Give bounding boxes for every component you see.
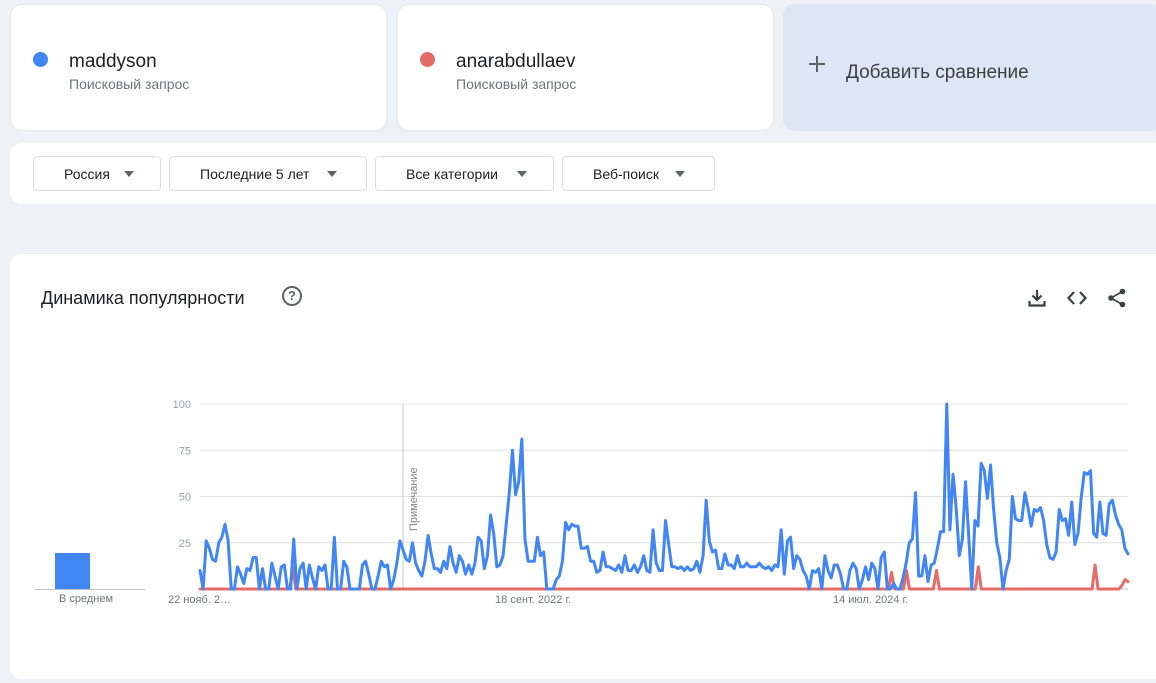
filter-bar: Россия Последние 5 лет Все категории Веб…: [10, 143, 1156, 204]
x-tick-label: 18 сент. 2022 г.: [495, 594, 571, 606]
series-color-dot: [33, 52, 48, 67]
download-icon[interactable]: [1026, 287, 1048, 309]
embed-icon[interactable]: [1066, 287, 1088, 309]
region-select-label: Россия: [64, 166, 110, 182]
series-line-maddyson: [198, 402, 1130, 591]
trend-chart[interactable]: 100 75 50 25 Примечание 22 нояб. 2… 18 сент. 2…: [10, 254, 1156, 679]
x-tick-label: 14 июл. 2024 г.: [833, 594, 908, 606]
term-label[interactable]: anarabdullaev: [456, 51, 576, 72]
category-select-label: Все категории: [406, 166, 498, 182]
add-comparison-label: Добавить сравнение: [846, 62, 1029, 83]
dropdown-arrow-icon: [675, 171, 685, 177]
y-tick-label: 25: [179, 538, 191, 550]
average-bar-maddyson[interactable]: [55, 553, 90, 590]
help-icon[interactable]: ?: [282, 286, 302, 306]
search-type-select[interactable]: Веб-поиск: [562, 156, 715, 191]
note-marker-label: Примечание: [408, 467, 420, 531]
term-label[interactable]: maddyson: [69, 51, 157, 72]
share-icon[interactable]: [1106, 287, 1128, 309]
average-label: В среднем: [59, 593, 114, 605]
term-type-label: Поисковый запрос: [69, 76, 190, 92]
average-axis: [35, 589, 145, 590]
series-color-dot: [420, 52, 435, 67]
term-type-label: Поисковый запрос: [456, 76, 577, 92]
category-select[interactable]: Все категории: [375, 156, 554, 191]
y-tick-label: 50: [179, 492, 191, 504]
dropdown-arrow-icon: [327, 171, 337, 177]
y-tick-label: 75: [179, 445, 191, 457]
period-select-label: Последние 5 лет: [200, 166, 310, 182]
x-tick-label: 22 нояб. 2…: [168, 594, 231, 606]
term-card-maddyson[interactable]: maddyson Поисковый запрос: [10, 4, 387, 131]
dropdown-arrow-icon: [517, 171, 527, 177]
chart-title: Динамика популярности: [41, 288, 245, 308]
plus-icon: [809, 56, 825, 72]
y-tick-label: 100: [173, 399, 191, 411]
period-select[interactable]: Последние 5 лет: [169, 156, 367, 191]
region-select[interactable]: Россия: [33, 156, 161, 191]
add-comparison-button[interactable]: Добавить сравнение: [783, 4, 1156, 131]
term-card-anarabdullaev[interactable]: anarabdullaev Поисковый запрос: [397, 4, 774, 131]
interest-over-time-card: Динамика популярности ? В среднем 100 75 5…: [10, 254, 1156, 679]
search-type-select-label: Веб-поиск: [593, 166, 659, 182]
dropdown-arrow-icon: [124, 171, 134, 177]
